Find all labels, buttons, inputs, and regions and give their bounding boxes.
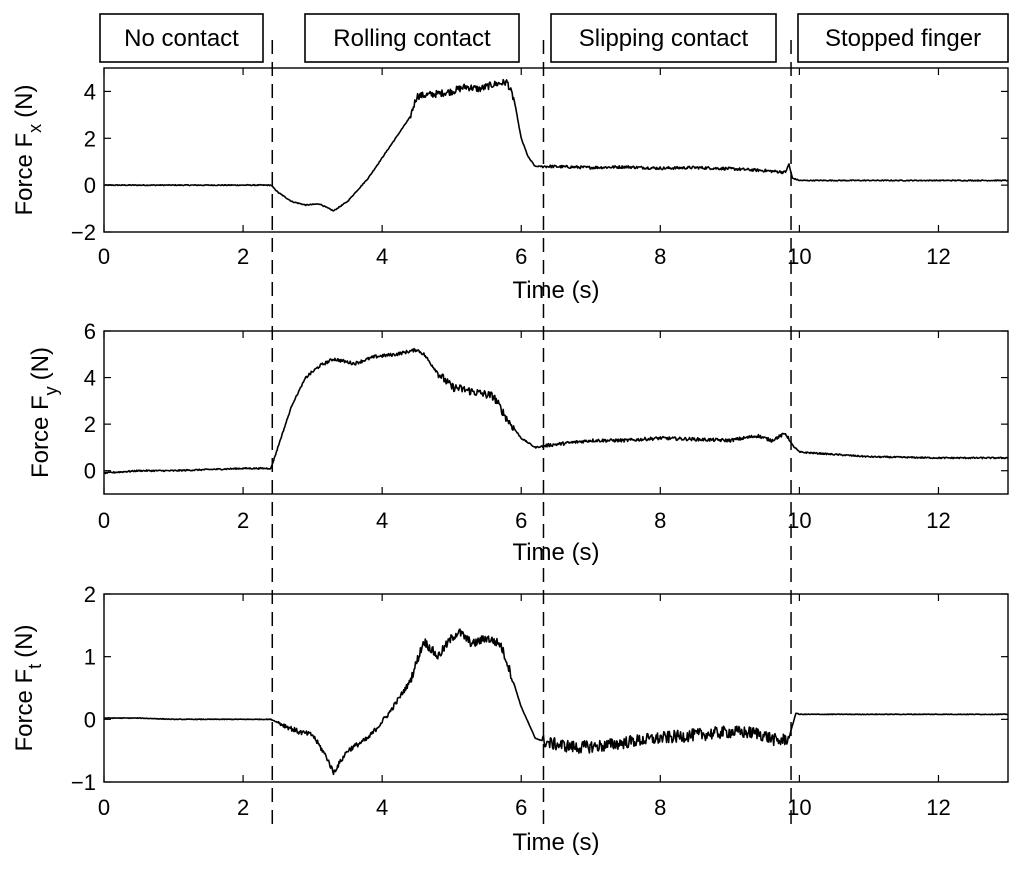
x-tick-label: 12 xyxy=(926,508,950,533)
x-tick-label: 6 xyxy=(515,244,527,269)
x-tick-label: 12 xyxy=(926,795,950,820)
x-tick-label: 0 xyxy=(98,508,110,533)
x-tick-label: 4 xyxy=(376,244,388,269)
x-tick-label: 4 xyxy=(376,795,388,820)
x-tick-label: 2 xyxy=(237,795,249,820)
x-axis-label: Time (s) xyxy=(512,829,599,856)
force-trace xyxy=(103,628,1009,776)
y-tick-label: 2 xyxy=(84,126,96,151)
y-tick-label: 0 xyxy=(84,707,96,732)
x-tick-label: 8 xyxy=(654,244,666,269)
y-tick-label: 2 xyxy=(84,412,96,437)
x-tick-label: 2 xyxy=(237,244,249,269)
x-tick-label: 8 xyxy=(654,795,666,820)
y-axis-label-unit: (N) xyxy=(11,84,38,117)
y-tick-label: 0 xyxy=(84,173,96,198)
phase-label-no-contact: No contact xyxy=(124,25,239,52)
x-tick-label: 8 xyxy=(654,508,666,533)
plot-frame xyxy=(103,330,1009,495)
y-axis-label-subscript: y xyxy=(41,386,61,395)
y-tick-label: 4 xyxy=(84,366,96,391)
y-axis-label: Force Fx (N) xyxy=(11,84,45,215)
x-tick-label: 12 xyxy=(926,244,950,269)
phase-box-rolling-contact xyxy=(304,13,520,63)
y-axis-label: Force Ft (N) xyxy=(11,624,45,751)
y-tick-label: 2 xyxy=(84,582,96,607)
x-tick-label: 4 xyxy=(376,508,388,533)
y-axis-label-subscript: t xyxy=(25,664,45,669)
y-axis-label-unit: (N) xyxy=(11,624,38,657)
x-axis-label: Time (s) xyxy=(512,539,599,566)
x-tick-label: 2 xyxy=(237,508,249,533)
x-tick-label: 6 xyxy=(515,508,527,533)
y-tick-label: 6 xyxy=(84,319,96,344)
plot-frame xyxy=(103,67,1009,233)
plot-frame xyxy=(103,593,1009,783)
phase-box-slipping-contact xyxy=(550,13,777,63)
phase-label-slipping-contact: Slipping contact xyxy=(579,25,749,52)
y-tick-label: −1 xyxy=(71,770,96,795)
y-axis-label: Force Fy (N) xyxy=(27,347,61,478)
force-trace xyxy=(103,78,1009,212)
y-axis-label-main: Force F xyxy=(11,669,38,752)
phase-box-no-contact xyxy=(99,13,264,63)
phase-headers: No contact Rolling contact Slipping cont… xyxy=(99,13,1009,63)
x-tick-label: 0 xyxy=(98,244,110,269)
y-tick-label: 0 xyxy=(84,459,96,484)
y-tick-label: 4 xyxy=(84,79,96,104)
phase-label-rolling-contact: Rolling contact xyxy=(333,25,491,52)
y-axis-label-subscript: x xyxy=(25,124,45,133)
x-axis-label: Time (s) xyxy=(512,277,599,304)
y-axis-label-unit: (N) xyxy=(27,347,54,380)
x-tick-label: 6 xyxy=(515,795,527,820)
y-tick-label: 1 xyxy=(84,645,96,670)
y-tick-label: −2 xyxy=(71,220,96,245)
y-axis-label-main: Force F xyxy=(11,133,38,216)
phase-box-stopped-finger xyxy=(797,13,1009,63)
force-trace xyxy=(103,347,1009,475)
y-axis-label-main: Force F xyxy=(27,395,54,478)
x-tick-label: 0 xyxy=(98,795,110,820)
phase-label-stopped-finger: Stopped finger xyxy=(825,25,981,52)
